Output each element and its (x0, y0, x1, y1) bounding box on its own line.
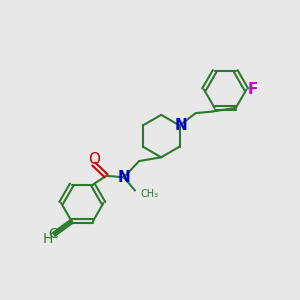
Text: O: O (88, 152, 100, 166)
Text: N: N (117, 170, 130, 185)
Text: F: F (248, 82, 258, 97)
Text: CH₃: CH₃ (140, 189, 158, 199)
Text: C: C (48, 227, 58, 241)
Text: N: N (175, 118, 188, 133)
Text: H: H (43, 232, 53, 246)
